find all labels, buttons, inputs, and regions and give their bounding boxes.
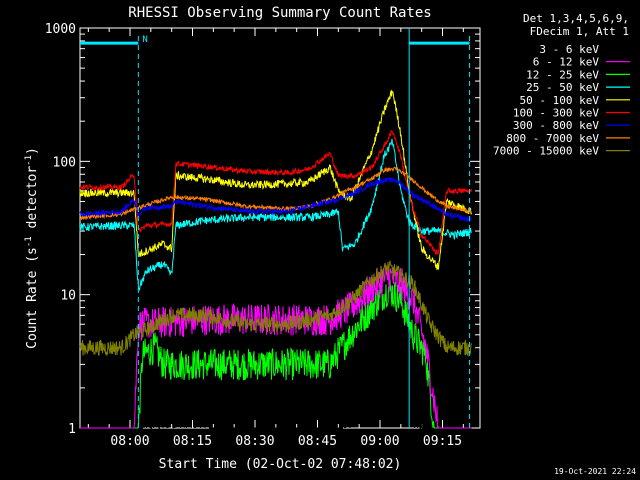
chart-title: RHESSI Observing Summary Count Rates bbox=[128, 5, 431, 21]
y-axis-label: Count Rate (s-1 detector-1) bbox=[24, 147, 40, 349]
y-tick-label-1: 10 bbox=[60, 289, 76, 304]
legend: Det 1,3,4,5,6,9, FDecim 1, Att 1 3 - 6 k… bbox=[493, 12, 630, 158]
y-axis-label-main: Count Rate (s bbox=[25, 247, 40, 349]
series-line-0 bbox=[80, 248, 472, 429]
legend-label-0: 3 - 6 keV bbox=[539, 43, 599, 56]
x-tick-label-2: 08:30 bbox=[235, 434, 274, 449]
legend-label-8: 7000 - 15000 keV bbox=[493, 145, 599, 158]
y-axis-label-mid: detector bbox=[25, 166, 40, 237]
annotation-layer: N bbox=[80, 28, 471, 428]
legend-label-2: 12 - 25 keV bbox=[526, 68, 599, 81]
timestamp: 19-Oct-2021 22:24 bbox=[554, 467, 636, 476]
series-line-4 bbox=[79, 89, 472, 271]
series-layer bbox=[79, 89, 472, 429]
x-axis-label: Start Time (02-Oct-02 07:48:02) bbox=[159, 457, 402, 472]
y-tick-label-2: 100 bbox=[53, 155, 76, 170]
legend-label-6: 300 - 800 keV bbox=[513, 119, 599, 132]
series-line-8 bbox=[79, 260, 472, 358]
y-axis-ticks: 1 10 100 1000 bbox=[45, 22, 480, 437]
x-tick-label-3: 08:45 bbox=[298, 434, 337, 449]
series-line-6 bbox=[79, 176, 472, 223]
series-line-5 bbox=[79, 130, 472, 256]
series-line-2 bbox=[80, 279, 472, 429]
series-line-7 bbox=[79, 166, 472, 221]
x-tick-label-5: 09:15 bbox=[423, 434, 462, 449]
series-line-3 bbox=[79, 138, 472, 292]
series-line-1 bbox=[80, 264, 472, 429]
x-axis-ticks: 08:00 08:15 08:30 08:45 09:00 09:15 bbox=[87, 28, 464, 449]
y-tick-label-0: 1 bbox=[68, 422, 76, 437]
legend-label-5: 100 - 300 keV bbox=[513, 107, 599, 120]
x-tick-label-4: 09:00 bbox=[360, 434, 399, 449]
y-axis-label-end: ) bbox=[25, 147, 40, 155]
legend-header-line1: Det 1,3,4,5,6,9, bbox=[523, 12, 629, 25]
legend-label-4: 50 - 100 keV bbox=[520, 94, 600, 107]
legend-label-1: 6 - 12 keV bbox=[533, 56, 600, 69]
y-axis-label-sup1: -1 bbox=[24, 236, 34, 247]
legend-header-line2: FDecim 1, Att 1 bbox=[530, 25, 629, 38]
annotation-label-0: N bbox=[142, 35, 147, 45]
x-tick-label-1: 08:15 bbox=[173, 434, 212, 449]
y-tick-label-3: 1000 bbox=[45, 22, 76, 37]
legend-label-3: 25 - 50 keV bbox=[526, 81, 599, 94]
x-tick-label-0: 08:00 bbox=[110, 434, 149, 449]
y-axis-label-sup2: -1 bbox=[24, 155, 34, 166]
legend-label-7: 800 - 7000 keV bbox=[506, 132, 599, 145]
